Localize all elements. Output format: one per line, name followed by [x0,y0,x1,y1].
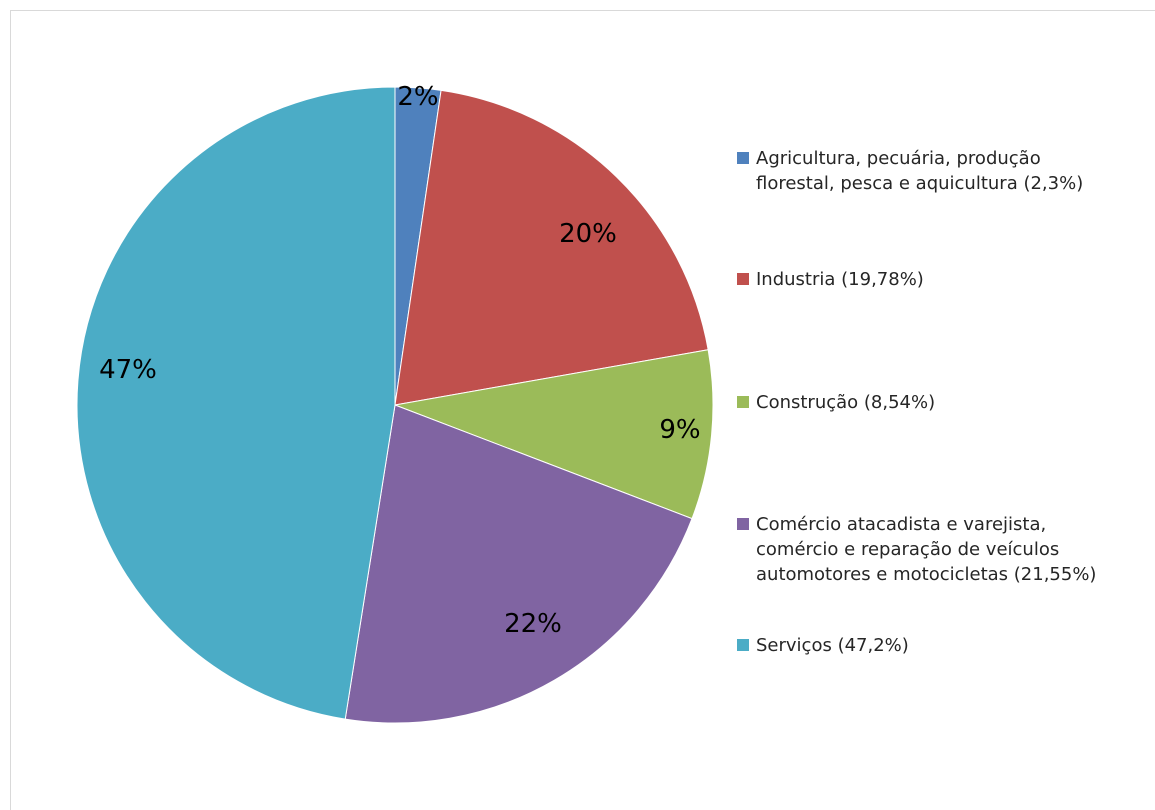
legend-item-construcao: Construção (8,54%) [737,390,935,415]
data-label-industria: 20% [559,219,617,249]
legend-swatch-comercio [737,518,749,530]
data-label-servicos: 47% [99,355,157,385]
data-label-comercio: 22% [504,609,562,639]
data-label-agricultura: 2% [397,82,438,112]
legend-swatch-agricultura [737,152,749,164]
legend-swatch-construcao [737,396,749,408]
legend-swatch-industria [737,273,749,285]
pie-slice-industria [394,89,709,406]
pie-slice-comercio [344,404,693,724]
data-label-construcao: 9% [659,415,700,445]
legend-label-industria: Industria (19,78%) [756,269,924,290]
legend-label-agricultura: Agricultura, pecuária, produção floresta… [756,148,1084,194]
chart-frame [10,10,1155,810]
legend-swatch-servicos [737,639,749,651]
legend-label-construcao: Construção (8,54%) [756,392,936,413]
pie-chart: 2% 20% 9% 22% 47% [76,82,714,724]
legend-label-comercio: Comércio atacadista e varejista, comérci… [756,514,1097,585]
legend-item-agricultura: Agricultura, pecuária, produção floresta… [737,146,1083,196]
data-labels: 2% 20% 9% 22% 47% [99,82,701,639]
pie-slices [76,86,714,724]
pie-slice-construcao [393,349,714,520]
legend-item-servicos: Serviços (47,2%) [737,633,909,658]
legend-item-industria: Industria (19,78%) [737,267,924,292]
legend-label-servicos: Serviços (47,2%) [756,635,909,656]
pie-slice-servicos [76,86,396,720]
legend-item-comercio: Comércio atacadista e varejista, comérci… [737,512,1096,587]
